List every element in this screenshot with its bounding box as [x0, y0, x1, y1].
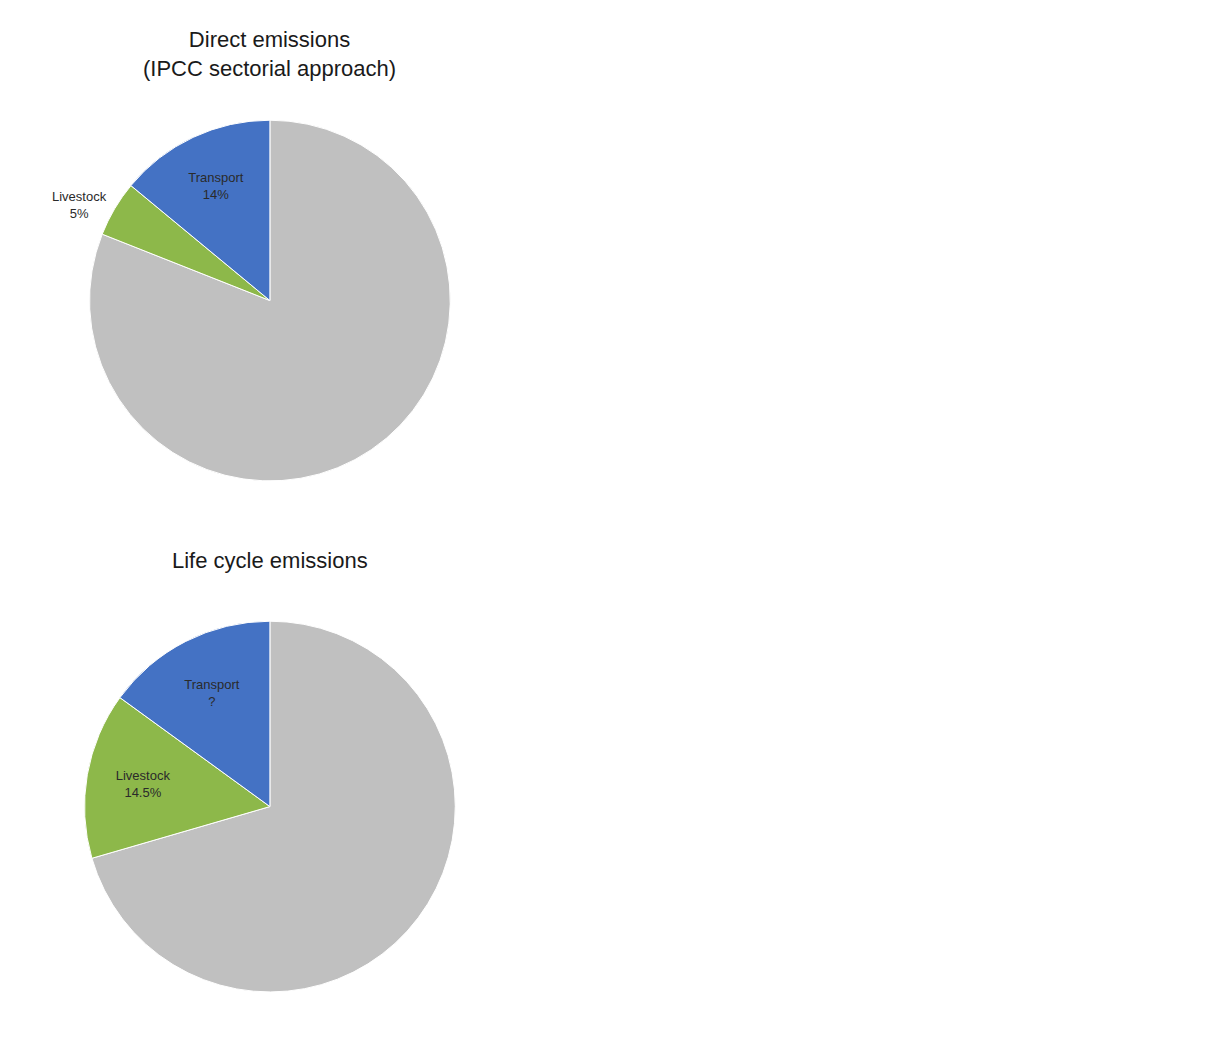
- svg-text:Livestock14.5%: Livestock14.5%: [116, 768, 171, 800]
- svg-text:Life cycle emissions: Life cycle emissions: [172, 548, 368, 573]
- svg-text:Transport14%: Transport14%: [188, 170, 244, 202]
- svg-text:Livestock5%: Livestock5%: [52, 189, 107, 221]
- svg-text:Direct emissions(IPCC sectoria: Direct emissions(IPCC sectorial approach…: [143, 27, 396, 81]
- svg-text:Transport?: Transport?: [184, 677, 240, 709]
